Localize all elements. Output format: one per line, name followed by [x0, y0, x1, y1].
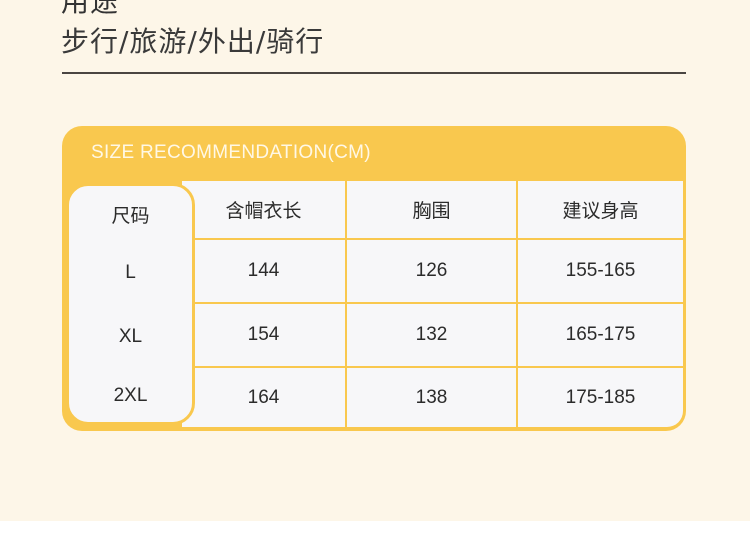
header-height: 建议身高	[562, 201, 639, 222]
usage-subtitle: 步行/旅游/外出/骑行	[61, 25, 325, 58]
size-chart-card: SIZE RECOMMENDATION(CM) 含帽衣长 胸围 建议身高 144…	[62, 126, 686, 431]
size-label: L	[125, 262, 136, 283]
row-divider	[182, 302, 683, 304]
header-chest: 胸围	[412, 201, 451, 222]
column-divider	[345, 181, 347, 427]
table-cell: 154	[247, 324, 280, 345]
size-label: XL	[118, 326, 143, 347]
size-chart-title: SIZE RECOMMENDATION(CM)	[91, 142, 371, 163]
table-cell: 175-185	[565, 386, 636, 408]
table-cell: 164	[247, 386, 280, 408]
table-cell: 138	[415, 386, 448, 408]
row-divider	[182, 238, 683, 240]
table-cell: 165-175	[565, 324, 636, 345]
header-length: 含帽衣长	[225, 201, 302, 222]
table-cell: 132	[415, 324, 448, 345]
column-divider	[516, 181, 518, 427]
size-label: 2XL	[113, 385, 148, 406]
divider	[62, 72, 686, 74]
table-cell: 144	[247, 260, 280, 281]
table-cell: 126	[415, 260, 448, 281]
section-title: 用途	[61, 0, 120, 18]
row-divider	[182, 366, 683, 368]
header-size: 尺码	[111, 205, 150, 227]
table-cell: 155-165	[565, 260, 636, 281]
size-table: 含帽衣长 胸围 建议身高 144 126 155-165 154 132 165…	[182, 181, 683, 427]
size-column: 尺码 L XL 2XL	[66, 183, 195, 425]
